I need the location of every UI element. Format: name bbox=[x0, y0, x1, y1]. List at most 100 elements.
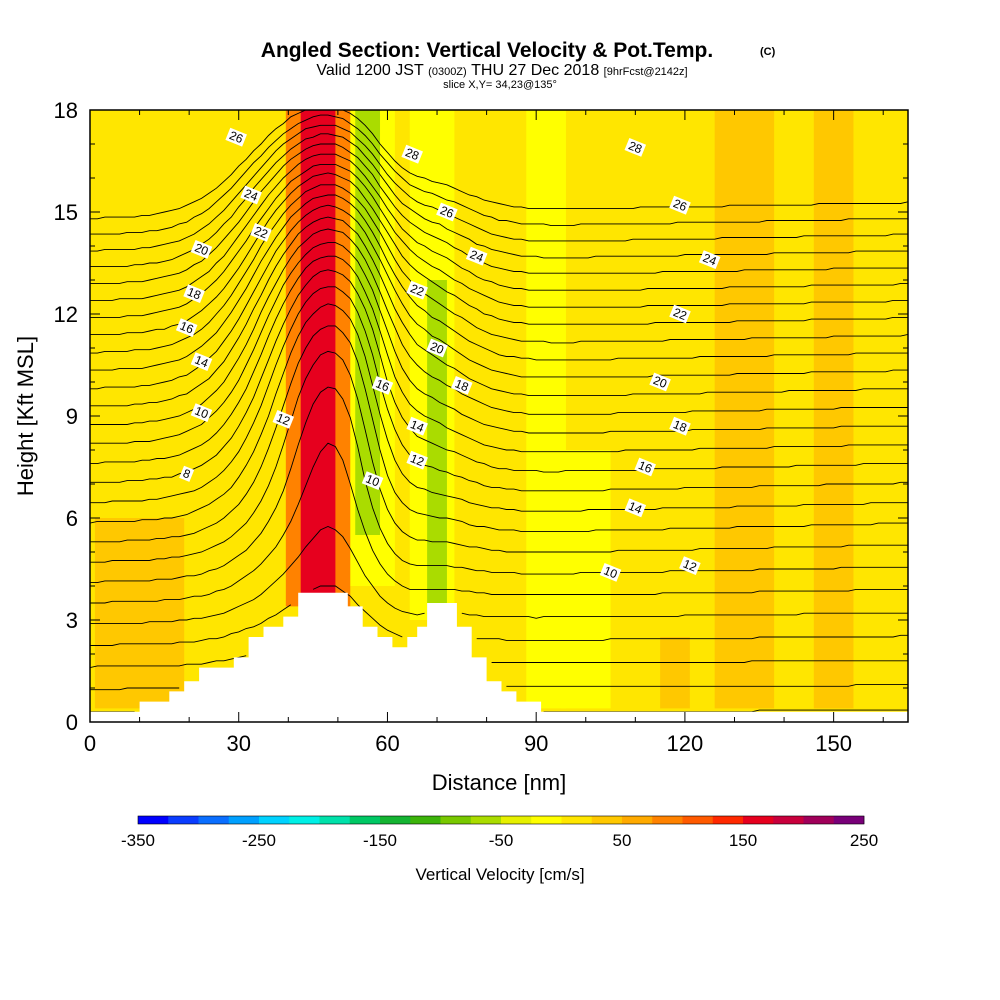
theta-contour bbox=[90, 325, 908, 543]
colorbar-tick-label: 50 bbox=[613, 831, 632, 850]
contour-label-box bbox=[406, 280, 428, 300]
y-tick-label: 9 bbox=[66, 404, 78, 429]
colorbar-swatch bbox=[168, 816, 199, 824]
velocity-band bbox=[94, 518, 185, 709]
contour-label: 22 bbox=[406, 280, 428, 300]
theta-contour bbox=[90, 114, 908, 235]
y-tick-label: 18 bbox=[54, 98, 78, 123]
contour-label-text: 24 bbox=[468, 247, 486, 265]
subtitle-utc: (0300Z) bbox=[428, 66, 467, 78]
colorbar-tick-label: 250 bbox=[850, 831, 878, 850]
contour-label-box bbox=[624, 498, 647, 518]
velocity-background bbox=[90, 110, 908, 722]
colorbar-swatch bbox=[833, 816, 865, 824]
theta-contour bbox=[90, 194, 908, 371]
contour-label-box bbox=[225, 127, 247, 147]
contour-label-text: 20 bbox=[193, 240, 211, 258]
contour-label-text: 12 bbox=[408, 451, 426, 469]
contour-label-box bbox=[190, 352, 213, 371]
contour-label-box bbox=[436, 202, 458, 222]
theta-contour bbox=[90, 133, 908, 267]
contour-label-text: 10 bbox=[193, 404, 211, 422]
contour-label-box bbox=[599, 563, 622, 582]
contour-label: 16 bbox=[371, 376, 394, 395]
colorbar-swatch bbox=[319, 816, 351, 824]
theta-contour bbox=[90, 228, 908, 425]
y-tick-label: 15 bbox=[54, 200, 78, 225]
chart-title-mark: (C) bbox=[760, 46, 776, 58]
y-axis-title: Height [Kft MSL] bbox=[13, 336, 38, 496]
contour-label: 12 bbox=[272, 410, 295, 429]
y-tick-label: 3 bbox=[66, 608, 78, 633]
subtitle-forecast: [9hrFcst@2142z] bbox=[604, 66, 688, 78]
contour-label: 24 bbox=[465, 246, 488, 266]
contour-label-box bbox=[426, 338, 448, 358]
theta-contour bbox=[90, 163, 908, 318]
contour-label-box bbox=[624, 138, 647, 157]
colorbar-swatch bbox=[803, 816, 835, 824]
contour-label: 22 bbox=[669, 304, 691, 324]
contour-label-box bbox=[451, 376, 473, 395]
contour-label-box bbox=[698, 250, 721, 269]
theta-contours bbox=[90, 110, 908, 713]
colorbar-swatch bbox=[652, 816, 683, 824]
theta-contour bbox=[90, 124, 908, 252]
contour-label-text: 24 bbox=[701, 251, 719, 269]
velocity-band bbox=[714, 110, 775, 709]
contour-label-text: 12 bbox=[681, 557, 699, 575]
contour-label-box bbox=[240, 185, 262, 205]
contour-label: 14 bbox=[406, 416, 428, 436]
colorbar-swatch bbox=[712, 816, 744, 824]
contour-label-box bbox=[669, 304, 691, 324]
x-tick-label: 0 bbox=[84, 731, 96, 756]
theta-contour bbox=[90, 684, 908, 691]
contour-label-box bbox=[361, 471, 384, 490]
contour-label: 24 bbox=[240, 185, 262, 205]
contour-label: 18 bbox=[451, 376, 473, 395]
colorbar-swatch bbox=[289, 816, 320, 824]
theta-contour bbox=[90, 585, 908, 646]
theta-contour bbox=[90, 526, 908, 624]
contour-label: 16 bbox=[175, 318, 198, 337]
theta-contour bbox=[90, 655, 908, 669]
velocity-band bbox=[660, 637, 690, 709]
x-tick-label: 30 bbox=[226, 731, 250, 756]
contour-label: 26 bbox=[436, 202, 458, 222]
contour-label-box bbox=[401, 144, 423, 164]
colorbar-title: Vertical Velocity [cm/s] bbox=[415, 865, 584, 884]
colorbar-swatch bbox=[470, 816, 502, 824]
contour-label: 16 bbox=[634, 457, 656, 477]
contour-label: 10 bbox=[361, 471, 384, 490]
colorbar-swatch bbox=[259, 816, 290, 824]
contour-label-text: 18 bbox=[453, 376, 471, 394]
colorbar-swatch bbox=[380, 816, 411, 824]
contour-label-box bbox=[406, 416, 428, 436]
contour-labels: 26 24 22 20 18 16 14 10 12 8 28 26 24 22 20 18 16 14 12 10 2… bbox=[175, 127, 721, 582]
contour-label-box bbox=[649, 372, 671, 392]
contour-label: 18 bbox=[183, 284, 205, 303]
contour-label: 24 bbox=[698, 250, 721, 269]
contour-label: 14 bbox=[624, 498, 647, 518]
contour-label-text: 20 bbox=[428, 339, 446, 357]
colorbar-tick-label: -250 bbox=[242, 831, 276, 850]
contour-label-text: 16 bbox=[636, 458, 654, 476]
contour-label-box bbox=[679, 556, 701, 575]
contour-label-text: 14 bbox=[193, 353, 211, 371]
contour-label-text: 12 bbox=[274, 410, 292, 428]
contour-label: 20 bbox=[426, 338, 448, 358]
contour-label-box bbox=[272, 410, 295, 429]
theta-contour bbox=[90, 204, 908, 390]
contour-label-text: 26 bbox=[671, 196, 689, 214]
contour-label-text: 8 bbox=[181, 466, 193, 482]
contour-label-text: 26 bbox=[438, 203, 456, 221]
theta-contour bbox=[90, 172, 908, 335]
slice-info: slice X,Y= 34,23@135° bbox=[443, 79, 557, 91]
velocity-band bbox=[355, 110, 381, 535]
contour-label-text: 22 bbox=[252, 223, 270, 241]
contour-label: 12 bbox=[406, 450, 428, 470]
contour-label-text: 24 bbox=[242, 186, 260, 204]
contour-label: 20 bbox=[190, 240, 213, 259]
contour-label-text: 18 bbox=[185, 285, 203, 303]
colorbar-swatch bbox=[198, 816, 230, 824]
